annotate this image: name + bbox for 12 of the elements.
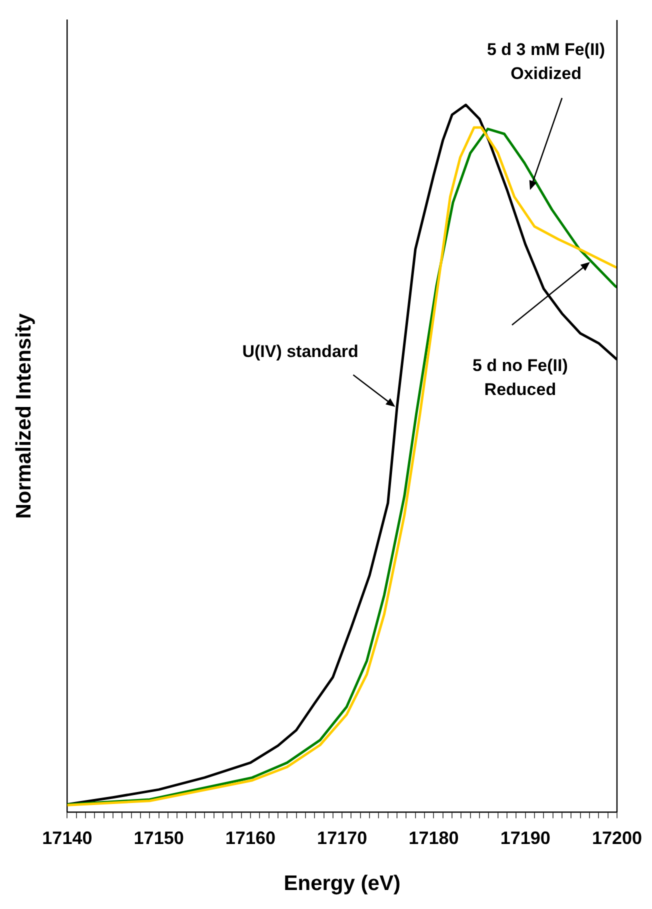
x-tick-label: 17170: [317, 828, 368, 848]
text: 5 d 3 mM Fe(II) Oxidized: [487, 39, 606, 85]
annotation: U(IV) standard: [242, 340, 358, 363]
x-tick-label: 17160: [225, 828, 276, 848]
annotation: 5 d no Fe(II) Reduced: [472, 355, 568, 401]
x-tick-label: 17150: [134, 828, 184, 848]
x-axis-title: Energy (eV): [284, 872, 400, 896]
x-tick-label: 17200: [592, 828, 642, 848]
x-tick-label: 17140: [42, 828, 92, 848]
y-axis-title: Normalized Intensity: [12, 313, 36, 519]
x-tick-label: 17190: [500, 828, 550, 848]
x-tick-label: 17180: [408, 828, 459, 848]
